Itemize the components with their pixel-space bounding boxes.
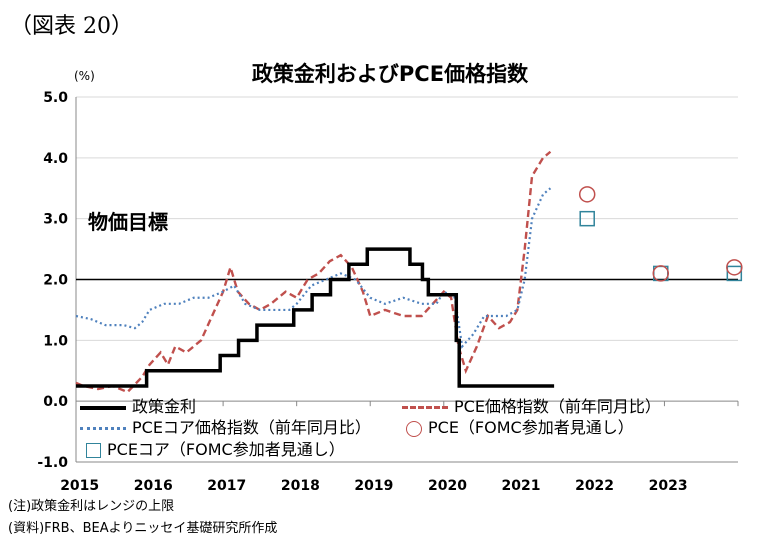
projection-circle-marker xyxy=(578,186,596,203)
chart: 政策金利およびPCE価格指数 (%) 物価目標 5.0 4.0 3.0 2.0 1.0 0… xyxy=(37,62,743,490)
y-tick-label: 3.0 xyxy=(43,212,68,228)
x-tick-label: 2017 xyxy=(207,478,246,490)
axes xyxy=(75,97,739,463)
x-tick-labels: 2015 2016 2017 2018 2019 2020 2021 2022 2023 xyxy=(60,478,687,490)
legend-policy-rate: 政策金利 xyxy=(80,397,196,417)
x-tick-label: 2023 xyxy=(649,478,688,490)
legend-core-pce: PCEコア価格指数（前年同月比） xyxy=(80,418,371,438)
legend-swatch-solid xyxy=(80,405,126,410)
x-tick-label: 2015 xyxy=(60,478,99,490)
series-line-step xyxy=(76,247,555,388)
figure-label: （図表 20） xyxy=(10,14,133,39)
series-lines xyxy=(75,150,555,394)
x-tick-label: 2022 xyxy=(575,478,614,490)
legend-pce-projection: PCE（FOMC参加者見通し） xyxy=(404,418,634,438)
projection-markers xyxy=(578,186,743,282)
y-tick-label: 2.0 xyxy=(43,273,68,289)
target-annotation: 物価目標 xyxy=(88,210,168,234)
y-unit-label: (%) xyxy=(74,69,95,83)
legend-label: PCEコア（FOMC参加者見通し） xyxy=(107,440,345,459)
projection-circle-marker xyxy=(652,265,670,282)
x-tick-label: 2020 xyxy=(428,478,467,490)
y-tick-label: 0.0 xyxy=(43,394,68,410)
chart-title: 政策金利およびPCE価格指数 xyxy=(252,62,529,86)
x-tick-label: 2018 xyxy=(281,478,320,490)
y-tick-label: -1.0 xyxy=(37,455,68,471)
circle-marker-icon xyxy=(406,420,422,437)
notes: (注)政策金利はレンジの上限 (資料)FRB、BEAよりニッセイ基礎研究所作成 xyxy=(8,496,277,540)
y-tick-label: 1.0 xyxy=(43,333,68,349)
legend-label: PCE価格指数（前年同月比） xyxy=(454,397,661,416)
legend-pce: PCE価格指数（前年同月比） xyxy=(402,397,661,417)
square-marker-icon xyxy=(86,443,101,458)
x-tick-label: 2016 xyxy=(134,478,173,490)
series-line-dashed xyxy=(75,150,552,394)
projection-square-marker xyxy=(726,265,743,282)
note-line: (注)政策金利はレンジの上限 xyxy=(8,499,175,514)
legend-swatch-dotted xyxy=(80,427,126,430)
projection-square-marker xyxy=(579,210,595,227)
x-tick-label: 2019 xyxy=(354,478,393,490)
legend-swatch-dashed xyxy=(402,406,448,409)
source-line: (資料)FRB、BEAよりニッセイ基礎研究所作成 xyxy=(8,521,278,536)
x-tick-label: 2021 xyxy=(502,478,541,490)
legend-label: 政策金利 xyxy=(132,397,197,416)
projection-circle-marker xyxy=(726,259,743,276)
y-tick-label: 4.0 xyxy=(43,151,68,167)
legend-label: PCEコア価格指数（前年同月比） xyxy=(132,418,371,437)
legend-label: PCE（FOMC参加者見通し） xyxy=(428,418,634,437)
series-line-dotted xyxy=(75,187,552,349)
legend-core-projection: PCEコア（FOMC参加者見通し） xyxy=(80,440,345,460)
gridlines xyxy=(76,96,738,341)
y-tick-labels: 5.0 4.0 3.0 2.0 1.0 0.0 -1.0 xyxy=(37,90,68,471)
y-tick-label: 5.0 xyxy=(43,90,68,106)
